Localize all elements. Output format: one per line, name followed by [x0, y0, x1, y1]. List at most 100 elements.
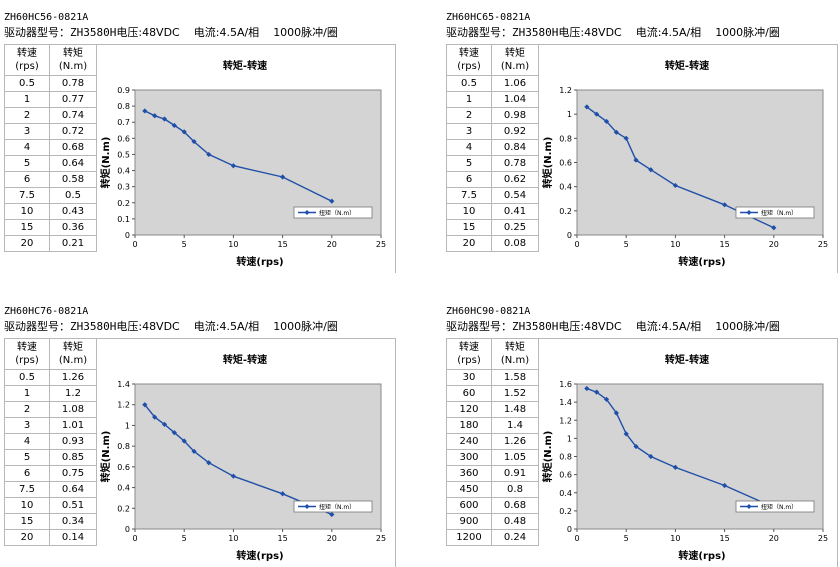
torque-speed-table: 转速 (rps) 转矩 (N.m) 30 1.58 60 1.52 120 1.48 180 1.4 2…: [446, 338, 539, 546]
legend-box: [293, 206, 373, 219]
data-point: [594, 389, 600, 395]
torque-speed-chart: 转矩-转速 0 0.2 0.4 0.6 0.8 1 1.2 1.4 1.6 0 5 10 15 20 25 转速…: [541, 353, 828, 562]
torque-column-header: 转矩 (N.m): [491, 44, 539, 76]
speed-cell: 20: [446, 235, 492, 252]
speed-cell: 5: [4, 449, 50, 466]
series-line: [586, 106, 775, 229]
data-point: [648, 453, 654, 460]
legend-marker: [746, 210, 752, 215]
x-tick-label: 15: [720, 240, 730, 249]
torque-cell: 0.51: [49, 497, 97, 514]
table-row: 5 0.85: [4, 449, 97, 466]
header-unit: (rps): [15, 355, 39, 366]
torque-cell: 1.04: [491, 91, 539, 108]
y-axis-label: 转矩(N.m): [99, 431, 112, 483]
torque-cell: 1.26: [49, 369, 97, 386]
torque-cell: 0.62: [491, 171, 539, 188]
y-axis-label: 转矩(N.m): [541, 137, 554, 189]
speed-cell: 6: [4, 465, 50, 482]
torque-cell: 0.24: [491, 529, 539, 546]
header-unit: (N.m): [58, 61, 88, 72]
speed-cell: 7.5: [446, 187, 492, 204]
header-text: 转速: [17, 48, 37, 59]
table-row: 120 1.48: [446, 401, 539, 418]
series-line: [144, 404, 333, 516]
motor-panel: ZH60HC56-0821A 驱动器型号：ZH3580H电压:48VDC 电流:4.…: [4, 12, 396, 273]
table-row: 10 0.41: [446, 203, 539, 220]
torque-cell: 0.78: [49, 75, 97, 92]
y-tick-label: 1: [567, 110, 572, 119]
x-tick-label: 5: [182, 240, 187, 249]
y-tick-label: 1.2: [117, 401, 130, 410]
legend-label: 扭矩（N.m）: [761, 209, 797, 217]
current-spec: 电流:4.5A/相: [193, 26, 260, 39]
torque-cell: 1.2: [49, 385, 97, 402]
header-unit: (rps): [457, 355, 481, 366]
table-row: 2 0.98: [446, 107, 539, 124]
torque-cell: 0.34: [49, 513, 97, 530]
driver-model: ZH3580H: [70, 320, 117, 333]
y-tick-label: 0: [125, 525, 130, 534]
y-axis-label: 转矩(N.m): [541, 431, 554, 483]
driver-model: ZH3580H: [512, 320, 559, 333]
data-point: [329, 511, 335, 518]
table-row: 15 0.25: [446, 219, 539, 236]
torque-cell: 0.58: [49, 171, 97, 188]
speed-cell: 180: [446, 417, 492, 434]
legend-label: 扭矩（N.m）: [319, 209, 355, 217]
table-row: 20 0.21: [4, 235, 97, 252]
driver-specs: 驱动器型号：ZH3580H电压:48VDC 电流:4.5A/相 1000脉冲/圈: [4, 26, 352, 40]
torque-cell: 0.72: [49, 123, 97, 140]
speed-cell: 2: [4, 107, 50, 124]
y-tick-label: 0: [567, 231, 572, 240]
data-point: [142, 108, 148, 114]
x-tick-label: 15: [278, 534, 288, 543]
torque-speed-table: 转速 (rps) 转矩 (N.m) 0.5 0.78 1 0.77 2 0.74 3 0.72 4 0.6…: [4, 44, 97, 252]
speed-cell: 4: [446, 139, 492, 156]
table-row: 10 0.51: [4, 497, 97, 514]
speed-cell: 7.5: [4, 481, 50, 498]
torque-cell: 0.68: [49, 139, 97, 156]
x-tick-label: 20: [769, 240, 779, 249]
torque-speed-chart: 转矩-转速 0 0.1 0.2 0.3 0.4 0.5 0.6 0.7 0.8 0.9 0 5 10 15 2…: [99, 59, 386, 268]
series-line: [586, 387, 775, 508]
speed-column-header: 转速 (rps): [446, 338, 492, 370]
legend-marker: [304, 504, 310, 509]
table-row: 15 0.34: [4, 513, 97, 530]
torque-speed-chart: 转矩-转速 0 0.2 0.4 0.6 0.8 1 1.2 1.4 0 5 10 15 20 25 转速(rp…: [99, 353, 386, 562]
torque-cell: 1.26: [491, 433, 539, 450]
data-point: [771, 225, 777, 231]
speed-cell: 5: [4, 155, 50, 172]
y-tick-label: 0.8: [117, 102, 130, 111]
table-row: 0.5 0.78: [4, 75, 97, 92]
legend-box: [293, 500, 373, 513]
table-row: 3 0.72: [4, 123, 97, 140]
header-unit: (rps): [457, 61, 481, 72]
table-row: 5 0.78: [446, 155, 539, 172]
table-row: 4 0.68: [4, 139, 97, 156]
table-header-row: 转速 (rps) 转矩 (N.m): [4, 338, 97, 370]
x-tick-label: 10: [228, 240, 238, 249]
driver-label: 驱动器型号：: [4, 26, 70, 39]
y-tick-label: 1.6: [559, 380, 572, 389]
y-tick-label: 1.2: [559, 416, 572, 425]
x-tick-label: 20: [327, 534, 337, 543]
x-tick-label: 15: [278, 240, 288, 249]
legend-box: [735, 206, 815, 219]
table-row: 20 0.14: [4, 529, 97, 546]
speed-cell: 10: [4, 203, 50, 220]
speed-cell: 900: [446, 513, 492, 530]
data-point: [623, 431, 629, 437]
table-row: 450 0.8: [446, 481, 539, 498]
speed-cell: 15: [4, 513, 50, 530]
torque-cell: 0.43: [49, 203, 97, 220]
speed-cell: 1200: [446, 529, 492, 546]
y-tick-label: 0.4: [117, 484, 130, 493]
table-row: 1 1.04: [446, 91, 539, 108]
y-tick-label: 0.6: [117, 463, 130, 472]
speed-cell: 0.5: [446, 75, 492, 92]
torque-cell: 0.68: [491, 497, 539, 514]
speed-cell: 15: [446, 219, 492, 236]
current-spec: 电流:4.5A/相: [193, 320, 260, 333]
speed-cell: 600: [446, 497, 492, 514]
